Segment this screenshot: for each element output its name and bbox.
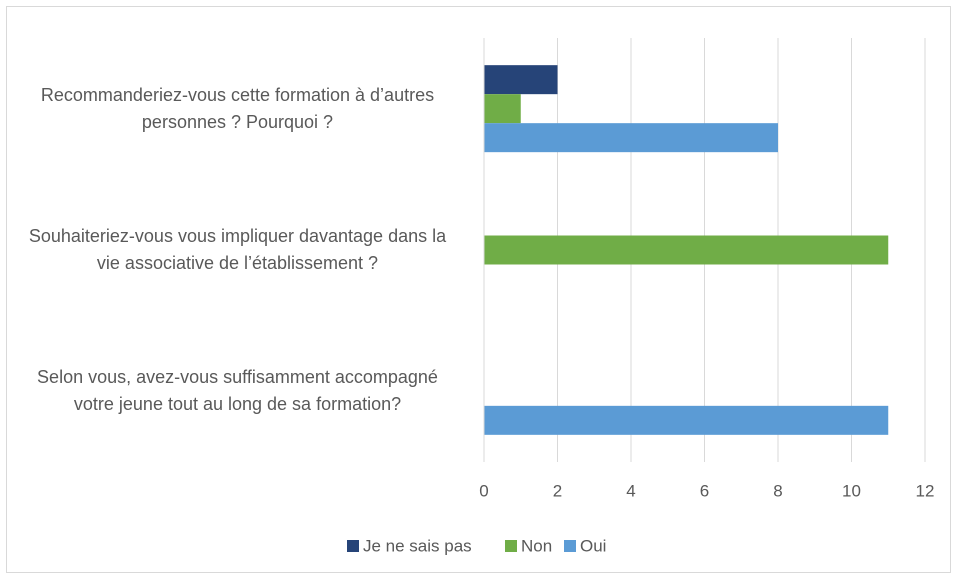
x-tick-label: 0 <box>479 481 488 500</box>
category-label: Recommanderiez-vous cette formation à d’… <box>40 84 435 132</box>
x-tick-label: 10 <box>842 481 861 500</box>
bar <box>484 235 889 265</box>
legend-label: Non <box>521 536 552 555</box>
x-tick-label: 2 <box>553 481 562 500</box>
bar <box>484 405 889 435</box>
legend-swatch <box>564 540 576 552</box>
legend-swatch <box>347 540 359 552</box>
legend-swatch <box>505 540 517 552</box>
category-label: Selon vous, avez-vous suffisamment accom… <box>37 367 438 415</box>
x-tick-label: 12 <box>916 481 935 500</box>
chart-border <box>6 6 951 573</box>
x-tick-label: 6 <box>700 481 709 500</box>
x-tick-label: 8 <box>773 481 782 500</box>
bar <box>484 65 558 95</box>
bar <box>484 94 521 124</box>
legend-label: Je ne sais pas <box>363 536 472 555</box>
bar <box>484 123 778 153</box>
x-tick-label: 4 <box>626 481 635 500</box>
legend-label: Oui <box>580 536 606 555</box>
category-label: Souhaiteriez-vous vous impliquer davanta… <box>28 226 447 273</box>
